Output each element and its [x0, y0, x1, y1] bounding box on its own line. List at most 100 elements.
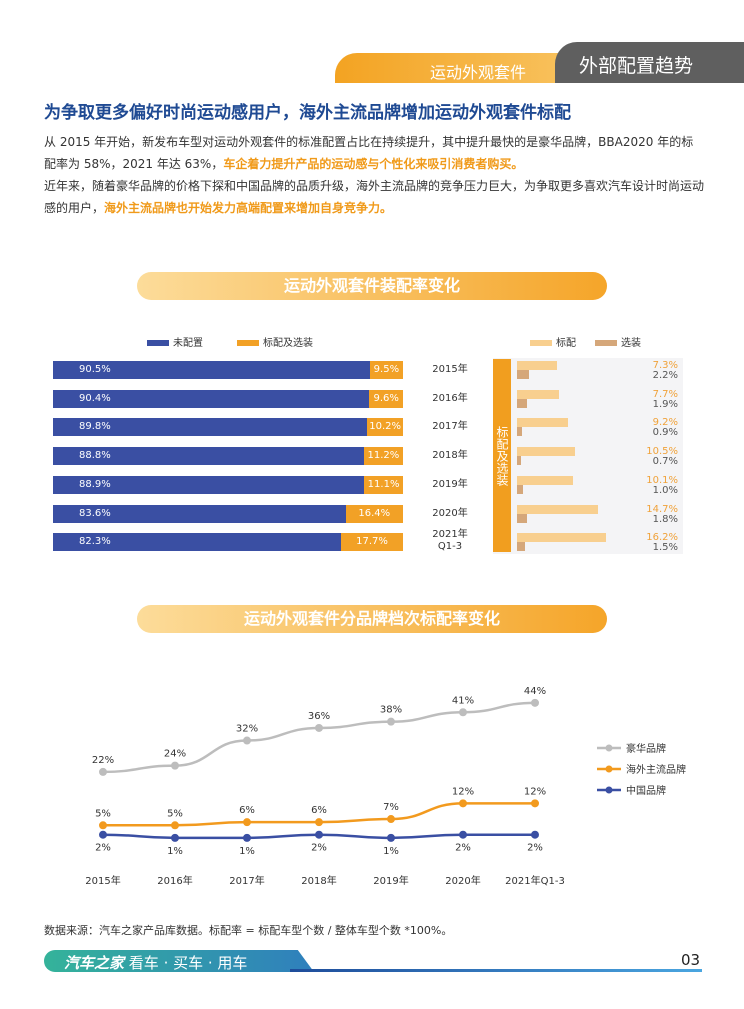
- data-point: [315, 723, 323, 732]
- chapter-tab: 外部配置趋势: [555, 42, 744, 83]
- data-point: [459, 708, 467, 717]
- data-label: 32%: [236, 724, 258, 735]
- data-label: 5%: [167, 808, 183, 819]
- bar-configured: 16.4%: [345, 504, 403, 523]
- x-tick-label: 2015年: [85, 874, 120, 887]
- data-label: 36%: [308, 711, 330, 722]
- data-label: 1%: [239, 846, 255, 857]
- bar-standard: [517, 533, 607, 543]
- section-tab-label: 运动外观套件: [430, 63, 527, 82]
- panel-label: 标配及选装: [493, 359, 511, 552]
- data-label: 2%: [95, 843, 111, 854]
- legend-item: 标配: [530, 334, 576, 349]
- chapter-tab-label: 外部配置趋势: [579, 55, 694, 77]
- bar-unconfigured: 82.3%: [53, 533, 342, 552]
- category-label: 2020年: [432, 507, 468, 519]
- legend-label: 豪华品牌: [626, 742, 666, 755]
- bar-optional: [517, 513, 527, 523]
- legend-item: 未配置: [147, 334, 203, 349]
- data-point: [459, 830, 467, 839]
- label-standard: 7.7%: [652, 388, 678, 400]
- category-label: 2021年 Q1-3: [432, 529, 468, 553]
- data-label: 7%: [383, 802, 399, 813]
- bar-unconfigured: 90.5%: [53, 361, 370, 379]
- label-standard: 16.2%: [646, 532, 678, 544]
- x-tick-label: 2017年: [229, 874, 264, 887]
- bar-standard: [517, 418, 568, 428]
- chart1-title: 运动外观套件装配率变化: [137, 272, 607, 300]
- footer-brand-bar: 汽车之家 看车 · 买车 · 用车: [44, 950, 314, 972]
- data-point: [99, 767, 107, 776]
- label-standard: 10.5%: [646, 446, 678, 458]
- bar-configured: 11.2%: [363, 447, 403, 466]
- bar-unconfigured: 89.8%: [53, 418, 368, 437]
- data-point: [171, 833, 179, 842]
- data-label: 2%: [455, 843, 471, 854]
- data-point: [531, 830, 539, 839]
- bar-standard: [517, 447, 575, 457]
- data-point: [315, 818, 323, 827]
- label-optional: 1.9%: [652, 398, 678, 410]
- label-optional: 0.7%: [652, 456, 678, 468]
- label-optional: 0.9%: [652, 427, 678, 439]
- data-label: 1%: [167, 846, 183, 857]
- section-tab: 运动外观套件: [335, 53, 565, 83]
- x-tick-label: 2020年: [445, 874, 480, 887]
- bar-standard: [517, 504, 598, 514]
- data-point: [243, 833, 251, 842]
- data-label: 12%: [452, 786, 474, 797]
- data-label: 24%: [164, 749, 186, 760]
- data-label: 38%: [380, 705, 402, 716]
- data-point: [531, 799, 539, 808]
- data-point: [171, 821, 179, 830]
- slogan: 看车 · 买车 · 用车: [128, 954, 248, 972]
- data-point: [387, 815, 395, 824]
- bar-optional: [517, 456, 521, 466]
- data-label: 44%: [524, 686, 546, 697]
- data-label: 2%: [311, 843, 327, 854]
- category-label: 2019年: [432, 478, 468, 490]
- data-label: 12%: [524, 786, 546, 797]
- label-optional: 1.0%: [652, 484, 678, 496]
- category-label: 2016年: [432, 392, 468, 404]
- bar-configured: 9.5%: [369, 361, 403, 379]
- label-standard: 7.3%: [652, 360, 678, 371]
- x-tick-label: 2019年: [373, 874, 408, 887]
- data-point: [531, 698, 539, 707]
- legend-marker: [605, 765, 613, 773]
- page-title: 为争取更多偏好时尚运动感用户，海外主流品牌增加运动外观套件标配: [44, 103, 571, 123]
- bar-standard: [517, 361, 558, 370]
- data-label: 5%: [95, 808, 111, 819]
- category-label: 2017年: [432, 421, 468, 433]
- legend-marker: [605, 786, 613, 794]
- bar-optional: [517, 398, 528, 408]
- data-label: 41%: [452, 695, 474, 706]
- bar-unconfigured: 83.6%: [53, 504, 346, 523]
- bar-optional: [517, 484, 523, 494]
- bar-optional: [517, 542, 526, 552]
- data-point: [387, 717, 395, 726]
- x-tick-label: 2016年: [157, 874, 192, 887]
- x-tick-label: 2021年Q1-3: [505, 874, 565, 887]
- bar-configured: 17.7%: [341, 533, 403, 552]
- label-standard: 10.1%: [646, 474, 678, 486]
- bar-configured: 10.2%: [367, 418, 403, 437]
- data-label: 22%: [92, 755, 114, 766]
- bar-optional: [517, 370, 530, 379]
- bar-optional: [517, 427, 522, 437]
- page-number: 03: [681, 951, 701, 969]
- data-label: 6%: [239, 805, 255, 816]
- line-chart: 22% 24% 32% 36% 38% 41% 44% 豪华品牌 5% 5% 6% 6% 7% 12% 12…: [85, 686, 686, 887]
- label-standard: 14.7%: [646, 503, 678, 515]
- bar-configured: 11.1%: [364, 475, 403, 494]
- category-label: 2018年: [432, 450, 468, 462]
- legend-item: 标配及选装: [237, 334, 313, 349]
- legend-label: 中国品牌: [626, 784, 666, 797]
- category-label: 2015年: [432, 364, 468, 375]
- data-point: [315, 830, 323, 839]
- data-label: 6%: [311, 805, 327, 816]
- bar-standard: [517, 475, 573, 485]
- chart3-title: 运动外观套件分品牌档次标配率变化: [137, 605, 607, 633]
- brand-logo: 汽车之家: [64, 954, 125, 972]
